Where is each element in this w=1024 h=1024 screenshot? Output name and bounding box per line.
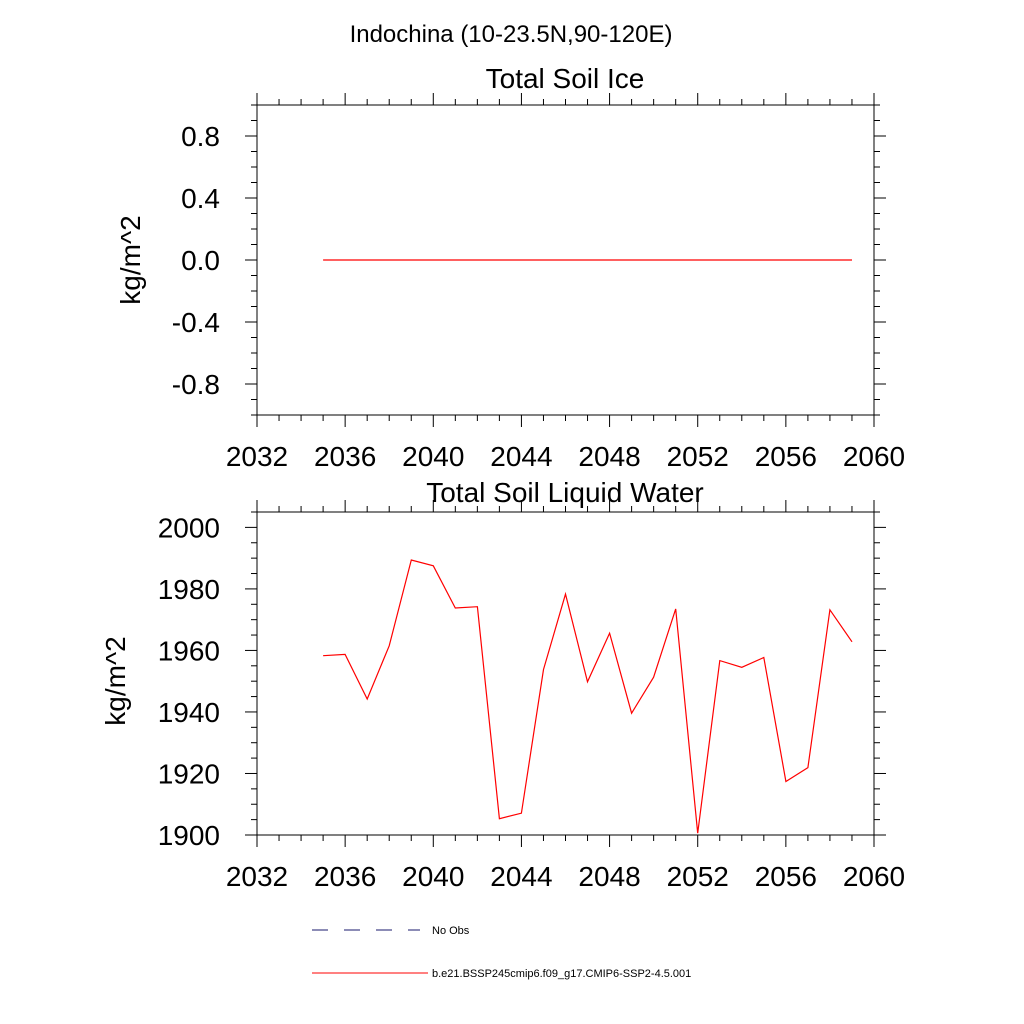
- y-tick-label: 1940: [158, 697, 220, 728]
- x-tick-label: 2060: [843, 861, 905, 892]
- x-tick-label: 2052: [667, 441, 729, 472]
- tick-labels: 2032 2036 2040 2044 2048 2052 2056 2060 -0.8 -0.4…: [172, 121, 905, 472]
- y-tick-label: 1980: [158, 574, 220, 605]
- y-tick-label: 1920: [158, 758, 220, 789]
- y-tick-label: -0.8: [172, 369, 220, 400]
- y-axis-label: kg/m^2: [100, 636, 131, 725]
- figure-title: Indochina (10-23.5N,90-120E): [350, 21, 673, 48]
- x-tick-label: 2048: [578, 441, 640, 472]
- x-tick-label: 2052: [667, 861, 729, 892]
- chart-total-soil-ice: Total Soil Ice kg/m^2 2032 2036 2040 2044 20…: [115, 63, 905, 472]
- y-tick-label: -0.4: [172, 307, 220, 338]
- x-tick-label: 2040: [402, 441, 464, 472]
- chart-total-soil-liquid-water: Total Soil Liquid Water kg/m^2 2032 2036 2…: [100, 477, 905, 892]
- y-tick-label: 1900: [158, 820, 220, 851]
- x-tick-label: 2036: [314, 861, 376, 892]
- x-tick-label: 2048: [578, 861, 640, 892]
- x-tick-label: 2044: [490, 861, 552, 892]
- y-tick-label: 0.4: [181, 183, 220, 214]
- x-tick-label: 2060: [843, 441, 905, 472]
- x-tick-label: 2036: [314, 441, 376, 472]
- y-tick-label: 0.0: [181, 245, 220, 276]
- series-line: [323, 559, 853, 834]
- y-tick-label: 1960: [158, 635, 220, 666]
- x-tick-label: 2032: [226, 441, 288, 472]
- x-tick-label: 2040: [402, 861, 464, 892]
- plot-frame: [256, 104, 875, 416]
- y-tick-label: 2000: [158, 512, 220, 543]
- plot-frame: [256, 511, 875, 836]
- y-axis-label: kg/m^2: [115, 215, 146, 304]
- axis-ticks: [245, 93, 886, 427]
- x-tick-label: 2056: [755, 441, 817, 472]
- series: [323, 559, 853, 834]
- y-tick-label: 0.8: [181, 121, 220, 152]
- chart-title: Total Soil Liquid Water: [426, 477, 704, 508]
- tick-labels: 2032 2036 2040 2044 2048 2052 2056 2060 1900 1920…: [158, 512, 905, 892]
- axis-ticks: [245, 500, 886, 847]
- legend: No Obs b.e21.BSSP245cmip6.f09_g17.CMIP6-…: [312, 925, 691, 980]
- x-tick-label: 2032: [226, 861, 288, 892]
- x-tick-label: 2056: [755, 861, 817, 892]
- legend-model-label: b.e21.BSSP245cmip6.f09_g17.CMIP6-SSP2-4.…: [432, 968, 691, 980]
- chart-title: Total Soil Ice: [486, 63, 645, 94]
- legend-obs-label: No Obs: [432, 925, 470, 937]
- x-tick-label: 2044: [490, 441, 552, 472]
